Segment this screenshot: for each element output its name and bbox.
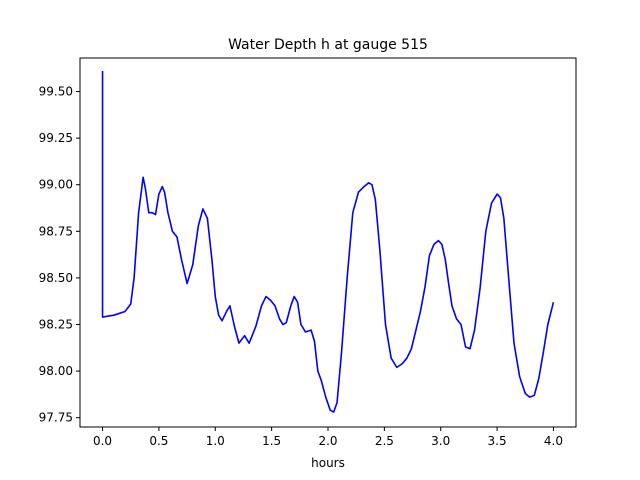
series-line-0	[101, 71, 555, 413]
plot-area	[101, 71, 555, 413]
y-tick-label: 98.25	[39, 318, 73, 332]
y-tick-label: 98.00	[39, 364, 73, 378]
y-tick-label: 99.50	[39, 85, 73, 99]
x-tick-label: 3.5	[488, 434, 507, 448]
x-tick-label: 3.0	[431, 434, 450, 448]
y-tick-label: 97.75	[39, 411, 73, 425]
y-tick-label: 99.00	[39, 178, 73, 192]
x-axis-label: hours	[311, 456, 345, 470]
x-tick-label: 2.5	[375, 434, 394, 448]
y-axis: 97.75 98.00 98.25 98.50 98.75 99.00 99.25 99.50	[39, 85, 80, 425]
y-tick-label: 99.25	[39, 131, 73, 145]
x-tick-label: 2.0	[318, 434, 337, 448]
x-tick-label: 1.0	[206, 434, 225, 448]
chart-title: Water Depth h at gauge 515	[228, 37, 428, 53]
x-axis: 0.0 0.5 1.0 1.5 2.0 2.5 3.0 3.5 4.0	[93, 427, 563, 448]
x-tick-label: 4.0	[544, 434, 563, 448]
x-tick-label: 0.0	[93, 434, 112, 448]
x-tick-label: 0.5	[149, 434, 168, 448]
y-tick-label: 98.75	[39, 224, 73, 238]
y-tick-label: 98.50	[39, 271, 73, 285]
x-tick-label: 1.5	[262, 434, 281, 448]
